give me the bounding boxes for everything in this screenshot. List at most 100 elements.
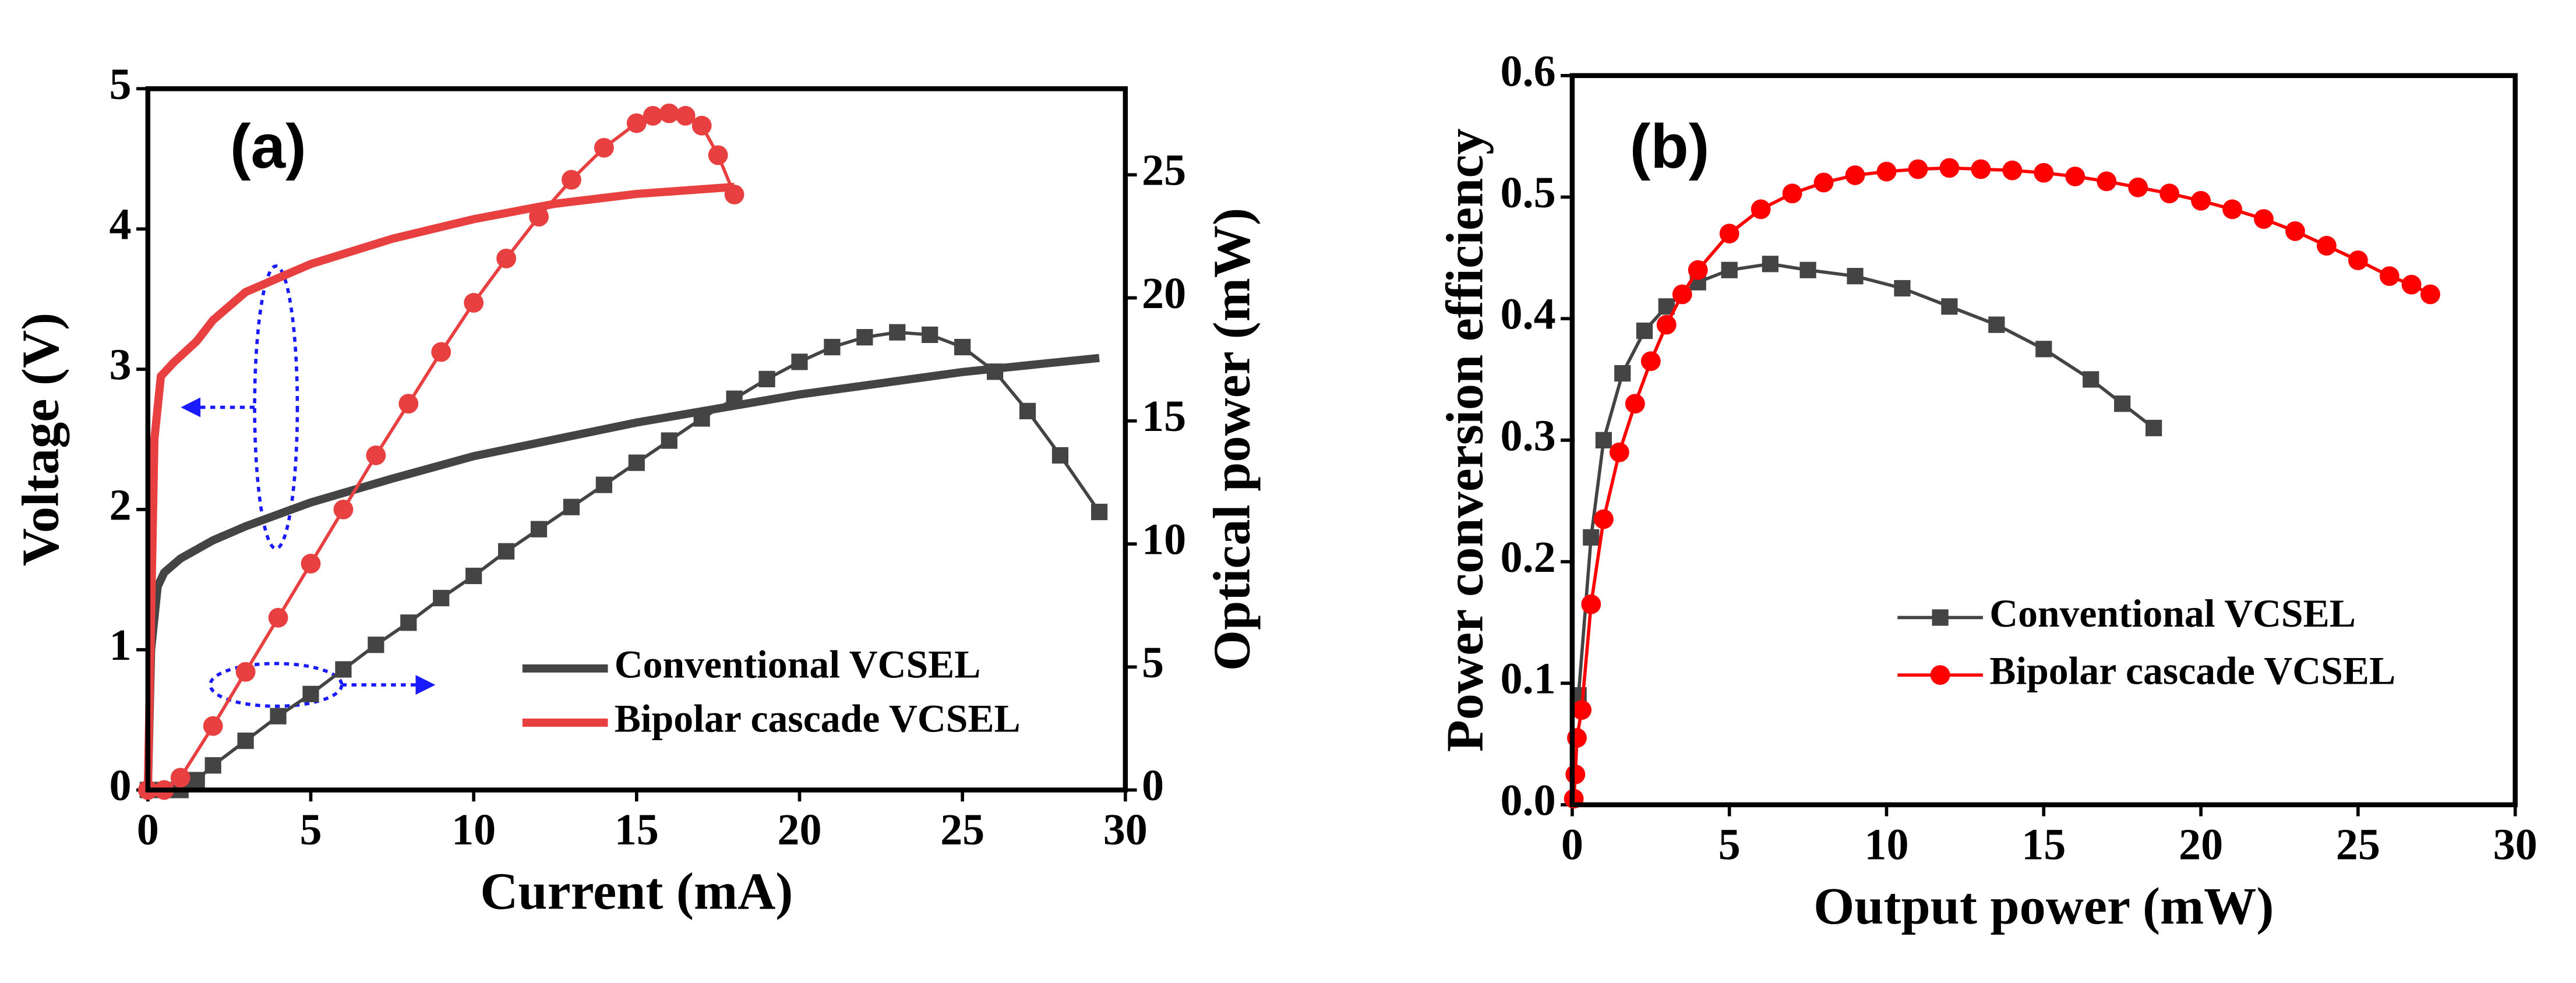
- x-tick-label: 0: [137, 805, 159, 854]
- circle-marker: [203, 716, 223, 736]
- voltage-arrowhead: [181, 397, 201, 418]
- circle-marker: [1845, 165, 1865, 185]
- square-marker: [693, 410, 710, 427]
- square-marker: [302, 685, 319, 702]
- plot-frame: [1569, 73, 2518, 808]
- circle-marker: [1572, 700, 1592, 720]
- y-tick-label: 0.6: [1501, 47, 1556, 96]
- square-marker: [2083, 371, 2099, 388]
- x-axis-label: Current (mA): [480, 862, 793, 921]
- circle-marker: [1930, 665, 1950, 685]
- y-tick-label: 3: [110, 341, 132, 390]
- square-marker: [188, 772, 205, 788]
- square-marker: [1614, 365, 1631, 382]
- circle-marker: [1688, 260, 1708, 280]
- circle-marker: [594, 137, 614, 158]
- y2-tick-label: 15: [1142, 392, 1186, 441]
- x-tick-label: 10: [451, 805, 496, 854]
- circle-marker: [643, 105, 663, 126]
- y-tick-label: 4: [110, 200, 132, 249]
- circle-marker: [2097, 171, 2117, 192]
- y2-tick-label: 25: [1142, 146, 1186, 195]
- circle-marker: [2379, 266, 2399, 287]
- circle-marker: [496, 248, 516, 268]
- circle-marker: [398, 394, 419, 414]
- square-marker: [1051, 447, 1069, 464]
- circle-marker: [708, 145, 728, 165]
- circle-marker: [562, 169, 581, 190]
- square-marker: [335, 661, 352, 678]
- square-marker: [595, 476, 612, 493]
- legend-label: Conventional VCSEL: [1989, 592, 2356, 635]
- square-marker: [986, 363, 1004, 380]
- square-marker: [1894, 280, 1911, 297]
- circle-marker: [1593, 509, 1614, 529]
- square-marker: [889, 324, 906, 341]
- y-tick-label: 0.3: [1501, 411, 1556, 460]
- circle-marker: [1876, 161, 1897, 182]
- x-tick-label: 25: [940, 805, 984, 854]
- circle-marker: [2254, 209, 2274, 229]
- circle-marker: [2420, 284, 2440, 305]
- circle-marker: [235, 662, 256, 682]
- y-axis-label: Power conversion efficiency: [1436, 128, 1494, 752]
- square-marker: [758, 370, 775, 388]
- circle-marker: [1565, 764, 1586, 784]
- circle-marker: [1672, 284, 1692, 305]
- x-tick-label: 5: [1718, 821, 1741, 869]
- square-marker: [1799, 261, 1816, 278]
- decoration: [193, 264, 419, 708]
- circle-marker: [1719, 224, 1739, 244]
- x-tick-label: 10: [1864, 821, 1908, 869]
- circle-marker: [1625, 394, 1645, 414]
- square-marker: [628, 454, 645, 471]
- x-tick-label: 20: [777, 805, 821, 854]
- y-tick-label: 1: [110, 621, 132, 670]
- circle-marker: [2222, 199, 2242, 220]
- circle-marker: [659, 103, 679, 123]
- square-marker: [563, 498, 580, 515]
- series-line: [147, 111, 736, 792]
- y2-tick-label: 5: [1142, 638, 1164, 687]
- circle-marker: [691, 115, 712, 136]
- voltage-group-ellipse: [253, 264, 299, 550]
- square-marker: [661, 432, 677, 449]
- circle-marker: [1609, 442, 1629, 462]
- circle-marker: [1656, 314, 1677, 335]
- legend-label: Bipolar cascade VCSEL: [615, 696, 1021, 740]
- square-marker: [922, 326, 938, 343]
- circle-marker: [1813, 172, 1834, 193]
- circle-marker: [675, 105, 696, 126]
- square-marker: [2114, 395, 2131, 412]
- square-marker: [1847, 268, 1864, 285]
- square-marker: [1941, 298, 1958, 315]
- x-tick-label: 30: [2493, 821, 2538, 869]
- circle-marker: [529, 207, 549, 227]
- y-tick-label: 0.5: [1501, 168, 1556, 217]
- square-marker: [497, 543, 515, 560]
- circle-marker: [2034, 162, 2054, 183]
- x-tick-label: 15: [2021, 821, 2066, 869]
- panel-label: (b): [1630, 111, 1710, 181]
- square-marker: [530, 521, 548, 538]
- x-tick-label: 20: [2179, 821, 2223, 869]
- square-marker: [400, 614, 417, 631]
- circle-marker: [626, 113, 647, 133]
- y-tick-label: 0.0: [1501, 776, 1556, 825]
- square-marker: [1583, 529, 1600, 546]
- circle-marker: [1782, 183, 1802, 204]
- x-axis-label: Output power (mW): [1813, 877, 2274, 935]
- square-marker: [1988, 316, 2005, 333]
- x-tick-label: 15: [615, 805, 659, 854]
- square-marker: [1091, 504, 1108, 521]
- x-tick-label: 25: [2336, 821, 2380, 869]
- x-tick-label: 30: [1103, 805, 1148, 854]
- circle-marker: [333, 499, 354, 519]
- square-marker: [726, 390, 743, 407]
- circle-marker: [366, 445, 386, 465]
- legend-label: Conventional VCSEL: [615, 642, 981, 686]
- circle-marker: [1908, 159, 1928, 179]
- circle-marker: [1971, 159, 1991, 179]
- circle-marker: [1939, 158, 1960, 178]
- square-marker: [2035, 341, 2052, 358]
